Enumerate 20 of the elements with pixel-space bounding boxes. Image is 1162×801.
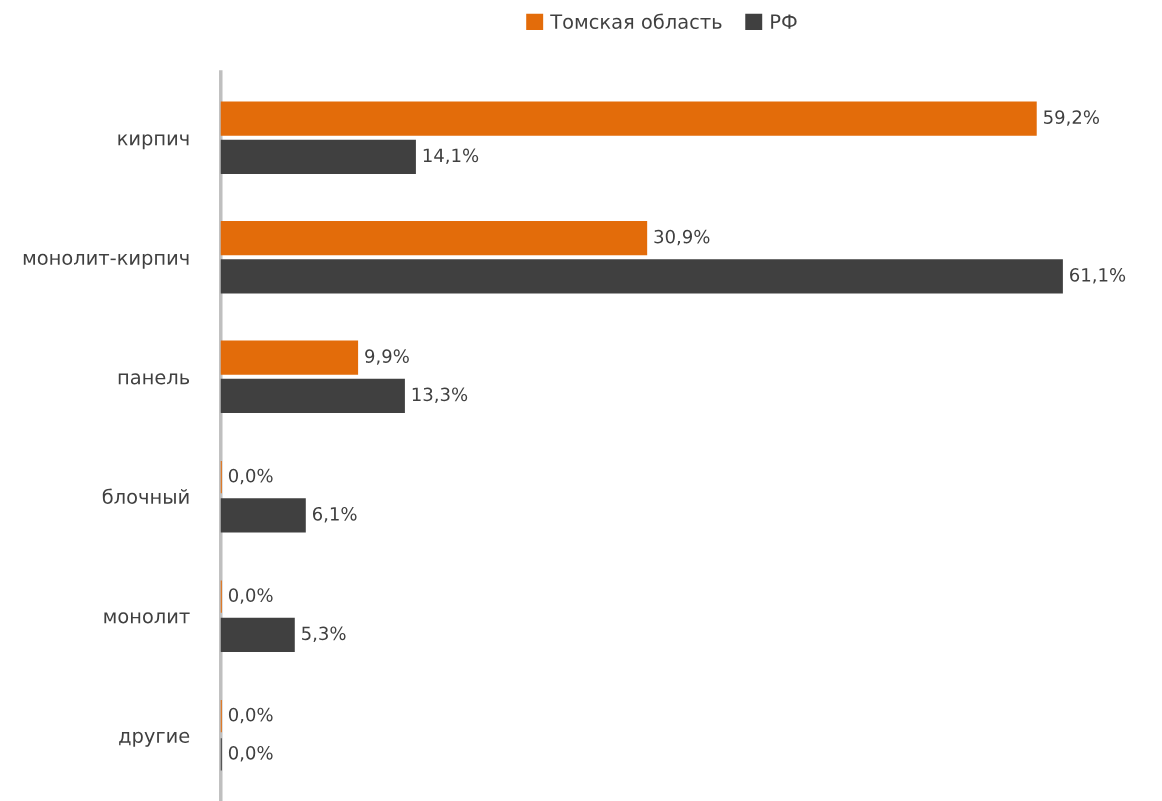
data-label: 0,0% [228,707,273,724]
y-tick-label: монолит-кирпич [23,253,189,269]
data-label: 30,9% [654,229,710,246]
legend-label: Томская область [550,13,722,29]
data-label: 0,0% [228,468,273,485]
data-label: 6,1% [312,506,357,523]
y-tick-label: другие [119,731,190,747]
data-label: 61,1% [1070,268,1126,284]
y-tick-label: панель [118,373,190,385]
data-label: 0,0% [228,588,273,604]
y-tick-label: блочный [102,488,189,504]
data-label: 5,3% [302,626,346,642]
data-label: 0,0% [228,745,273,762]
data-label: 59,2% [1044,110,1099,126]
y-tick-label: кирпич [118,134,189,150]
y-tick-label: монолит [104,612,190,624]
legend-label: РФ [771,14,797,29]
data-label: 13,3% [412,387,468,403]
data-label: 9,9% [365,349,409,365]
data-label: 14,1% [423,148,479,165]
